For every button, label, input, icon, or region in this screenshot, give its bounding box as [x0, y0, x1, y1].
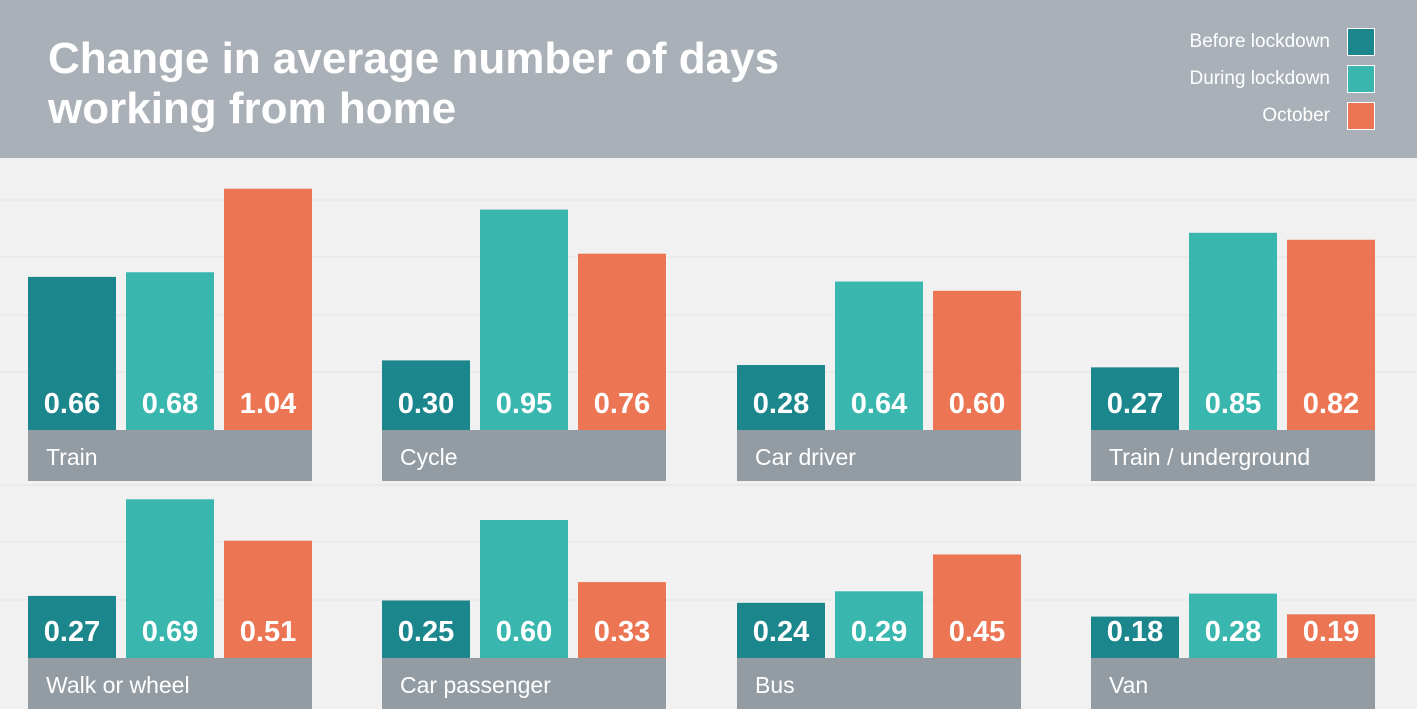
- bar-walk-or-wheel-2: [126, 499, 214, 658]
- bar-train-underground-3: [1287, 239, 1375, 430]
- category-label: Train / underground: [1109, 444, 1310, 470]
- bar-train-3: [224, 188, 312, 430]
- legend-label: During lockdown: [1189, 68, 1330, 89]
- bar-train-2: [126, 272, 214, 430]
- bar-cycle-3: [578, 253, 666, 430]
- category-label: Train: [46, 444, 98, 470]
- bar-van-3: [1287, 614, 1375, 658]
- bar-car-driver-1: [737, 365, 825, 430]
- data-label: 0.69: [142, 616, 198, 648]
- category-label: Car driver: [755, 444, 856, 470]
- data-label: 0.60: [496, 616, 552, 648]
- category-strip-bus: [737, 658, 1021, 709]
- data-label: 0.27: [1107, 388, 1163, 420]
- bar-walk-or-wheel-1: [28, 595, 116, 658]
- category-strip-train: [28, 430, 312, 481]
- category-strip-car-passenger: [382, 658, 666, 709]
- bar-van-1: [1091, 616, 1179, 658]
- data-label: 0.64: [851, 388, 907, 420]
- category-strip-walk-or-wheel: [28, 658, 312, 709]
- bar-bus-3: [933, 554, 1021, 658]
- data-label: 0.28: [1205, 616, 1261, 648]
- category-strip-cycle: [382, 430, 666, 481]
- category-label: Car passenger: [400, 672, 551, 698]
- legend-item-october: October: [1262, 101, 1375, 131]
- small-multiples-bar-chart: 0.66 0.68 1.04 Train 0.30 0.95 0.76 Cycle 0.28 0.…: [0, 188, 1417, 709]
- legend-label: October: [1262, 105, 1330, 126]
- data-label: 0.18: [1107, 616, 1163, 648]
- data-label: 0.85: [1205, 388, 1261, 420]
- data-label: 0.25: [398, 616, 454, 648]
- data-label: 0.68: [142, 388, 198, 420]
- data-label: 0.33: [594, 616, 650, 648]
- category-label: Van: [1109, 672, 1148, 698]
- data-label: 0.66: [44, 388, 100, 420]
- bar-car-driver-2: [835, 281, 923, 430]
- data-label: 0.60: [949, 388, 1005, 420]
- bar-van-2: [1189, 593, 1277, 658]
- bar-car-driver-3: [933, 290, 1021, 430]
- category-label: Bus: [755, 672, 795, 698]
- data-label: 0.24: [753, 616, 809, 648]
- category-strip-van: [1091, 658, 1375, 709]
- data-label: 0.76: [594, 388, 650, 420]
- bar-train-1: [28, 276, 116, 430]
- legend-swatch: [1347, 65, 1375, 93]
- category-label: Cycle: [400, 444, 458, 470]
- data-label: 0.19: [1303, 616, 1359, 648]
- bar-walk-or-wheel-3: [224, 540, 312, 658]
- bar-car-passenger-2: [480, 520, 568, 658]
- bar-train-underground-2: [1189, 232, 1277, 430]
- data-label: 0.82: [1303, 388, 1359, 420]
- legend-item-before-lockdown: Before lockdown: [1190, 27, 1375, 57]
- data-label: 0.95: [496, 388, 552, 420]
- category-label: Walk or wheel: [46, 672, 190, 698]
- chart-header: Change in average number of days working…: [0, 0, 1417, 158]
- bar-car-passenger-3: [578, 582, 666, 658]
- legend-swatch: [1347, 102, 1375, 130]
- legend-label: Before lockdown: [1189, 31, 1330, 52]
- data-label: 0.30: [398, 388, 454, 420]
- data-label: 0.45: [949, 616, 1005, 648]
- bar-cycle-1: [382, 360, 470, 430]
- bar-bus-2: [835, 591, 923, 658]
- bar-train-underground-1: [1091, 367, 1179, 430]
- category-strip-train-underground: [1091, 430, 1375, 481]
- data-label: 0.28: [753, 388, 809, 420]
- data-label: 0.51: [240, 616, 296, 648]
- legend-swatch: [1347, 28, 1375, 56]
- chart-title: Change in average number of days working…: [48, 34, 780, 133]
- data-label: 1.04: [240, 388, 296, 420]
- data-label: 0.29: [851, 616, 907, 648]
- bar-car-passenger-1: [382, 600, 470, 658]
- legend-item-during-lockdown: During lockdown: [1190, 64, 1375, 94]
- data-label: 0.27: [44, 616, 100, 648]
- category-strip-car-driver: [737, 430, 1021, 481]
- bar-bus-1: [737, 602, 825, 658]
- bar-cycle-2: [480, 209, 568, 430]
